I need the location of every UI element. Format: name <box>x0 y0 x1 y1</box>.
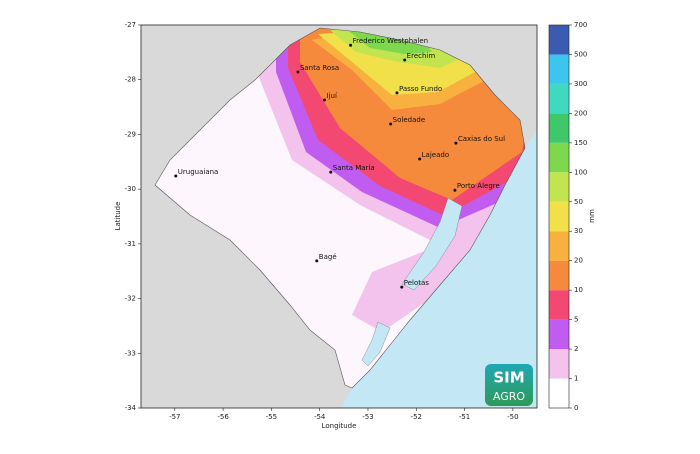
colorbar-tick-label: 2 <box>574 345 578 353</box>
y-tick-label: -34 <box>125 404 137 412</box>
logo-badge <box>485 364 533 406</box>
city-marker <box>315 259 319 263</box>
colorbar-bin <box>549 172 569 202</box>
colorbar-label: mm <box>588 209 596 223</box>
x-tick-label: -52 <box>411 413 422 421</box>
y-tick-label: -31 <box>125 240 136 248</box>
city-marker <box>349 43 353 47</box>
logo-line2: AGRO <box>493 390 525 403</box>
colorbar-bin <box>549 113 569 143</box>
x-tick-label: -56 <box>217 413 229 421</box>
y-tick-label: -30 <box>125 185 136 193</box>
colorbar-tick-label: 300 <box>574 80 587 88</box>
colorbar-bin <box>549 142 569 173</box>
logo: SIM AGRO <box>485 364 533 406</box>
x-tick-label: -54 <box>314 413 326 421</box>
colorbar-bin <box>549 260 569 291</box>
city-label: Santa Maria <box>333 164 375 172</box>
city-label: Frederico Westphalen <box>353 37 429 45</box>
city-label: Erechim <box>407 52 436 60</box>
x-tick-label: -55 <box>266 413 277 421</box>
colorbar-tick-label: 200 <box>574 109 587 117</box>
x-tick-label: -53 <box>362 413 373 421</box>
x-tick-label: -50 <box>507 413 518 421</box>
x-tick-label: -57 <box>169 413 180 421</box>
city-marker <box>329 170 333 174</box>
city-marker <box>454 141 458 145</box>
colorbar-tick-label: 1 <box>574 375 578 383</box>
lagoa-dos-patos <box>401 197 463 291</box>
colorbar-tick-label: 100 <box>574 168 587 176</box>
city-label: Soledade <box>393 116 425 124</box>
map-area <box>141 25 537 408</box>
colorbar-tick-label: 20 <box>574 257 583 265</box>
colorbar-tick-label: 700 <box>574 21 587 29</box>
y-tick-label: -33 <box>125 349 136 357</box>
city-label: Caxias do Sul <box>458 135 505 143</box>
colorbar-tick-label: 500 <box>574 50 587 58</box>
city-label: Ijuí <box>327 92 338 100</box>
colorbar-tick-label: 0 <box>574 404 578 412</box>
city-marker <box>400 285 404 289</box>
colorbar-bin <box>549 83 569 114</box>
plot-frame <box>140 24 538 409</box>
colorbar-bin <box>549 201 569 232</box>
city-label: Pelotas <box>404 279 430 287</box>
colorbar-bin <box>549 290 569 320</box>
y-axis-label: Latitude <box>114 202 122 231</box>
colorbar-tick-label: 10 <box>574 286 583 294</box>
colorbar-bin <box>549 54 569 84</box>
colorbar-tick-label: 30 <box>574 227 583 235</box>
lagoa-mirim <box>361 321 391 367</box>
city-marker <box>296 70 300 74</box>
city-label: Passo Fundo <box>399 85 442 93</box>
city-label: Lajeado <box>422 151 449 159</box>
y-tick-label: -28 <box>125 76 136 84</box>
logo-line1: SIM <box>493 369 524 387</box>
city-label: Porto Alegre <box>457 182 500 190</box>
y-tick-label: -27 <box>125 21 136 29</box>
city-marker <box>403 58 407 62</box>
city-label: Bagé <box>319 253 337 261</box>
city-marker <box>453 188 457 192</box>
city-marker <box>323 98 327 102</box>
city-marker <box>418 157 422 161</box>
colorbar-bin <box>549 25 569 55</box>
city-marker <box>174 174 178 178</box>
colorbar-tick-label: 5 <box>574 316 578 324</box>
x-axis-label: Longitude <box>322 422 357 430</box>
colorbar-bin <box>549 378 569 408</box>
x-tick-label: -51 <box>459 413 470 421</box>
city-label: Uruguaiana <box>178 168 219 176</box>
y-tick-label: -32 <box>125 295 136 303</box>
colorbar-bin <box>549 231 569 261</box>
city-marker <box>389 122 393 126</box>
y-tick-label: -29 <box>125 130 136 138</box>
colorbar-bin <box>549 349 569 379</box>
ocean <box>341 130 537 408</box>
colorbar-tick-label: 50 <box>574 198 583 206</box>
colorbar-frame <box>548 24 570 409</box>
colorbar-tick-label: 150 <box>574 139 587 147</box>
colorbar-bin <box>549 319 569 350</box>
state-border <box>154 27 526 389</box>
city-marker <box>395 91 399 95</box>
city-label: Santa Rosa <box>300 64 339 72</box>
